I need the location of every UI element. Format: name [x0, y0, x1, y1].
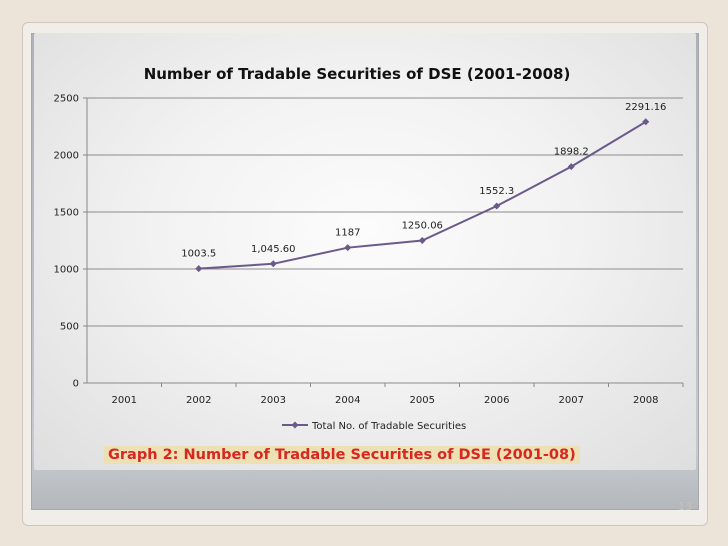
y-tick-label: 0 — [73, 379, 79, 390]
y-tick-label: 1500 — [54, 208, 79, 219]
x-tick-label: 2003 — [261, 395, 286, 406]
chart-panel — [34, 33, 696, 470]
data-label: 1552.3 — [479, 186, 514, 197]
x-tick-label: 2007 — [559, 395, 584, 406]
x-tick-label: 2006 — [484, 395, 509, 406]
data-label: 1898.2 — [554, 147, 589, 158]
data-label: 1250.06 — [402, 220, 443, 231]
data-point-marker — [195, 265, 203, 273]
data-point-marker — [567, 163, 575, 171]
data-label: 1187 — [335, 228, 360, 239]
graph-caption: Graph 2: Number of Tradable Securities o… — [104, 446, 580, 464]
y-tick-label: 2000 — [54, 151, 79, 162]
data-point-marker — [418, 236, 426, 244]
data-point-marker — [269, 260, 277, 268]
x-tick-label: 2002 — [186, 395, 211, 406]
data-point-marker — [493, 202, 501, 210]
data-label: 2291.16 — [625, 102, 666, 113]
legend-marker — [291, 421, 299, 429]
x-tick-label: 2008 — [633, 395, 658, 406]
legend-label: Total No. of Tradable Securities — [311, 421, 466, 432]
x-tick-label: 2005 — [410, 395, 435, 406]
page-number: 13 — [678, 500, 692, 513]
chart-title: Number of Tradable Securities of DSE (20… — [144, 65, 571, 83]
y-tick-label: 500 — [60, 322, 79, 333]
data-label: 1,045.60 — [251, 244, 296, 255]
x-tick-label: 2004 — [335, 395, 360, 406]
data-point-marker — [344, 244, 352, 252]
data-point-marker — [642, 118, 650, 126]
x-tick-label: 2001 — [112, 395, 137, 406]
y-tick-label: 1000 — [54, 265, 79, 276]
y-tick-label: 2500 — [54, 94, 79, 105]
data-label: 1003.5 — [181, 249, 216, 260]
